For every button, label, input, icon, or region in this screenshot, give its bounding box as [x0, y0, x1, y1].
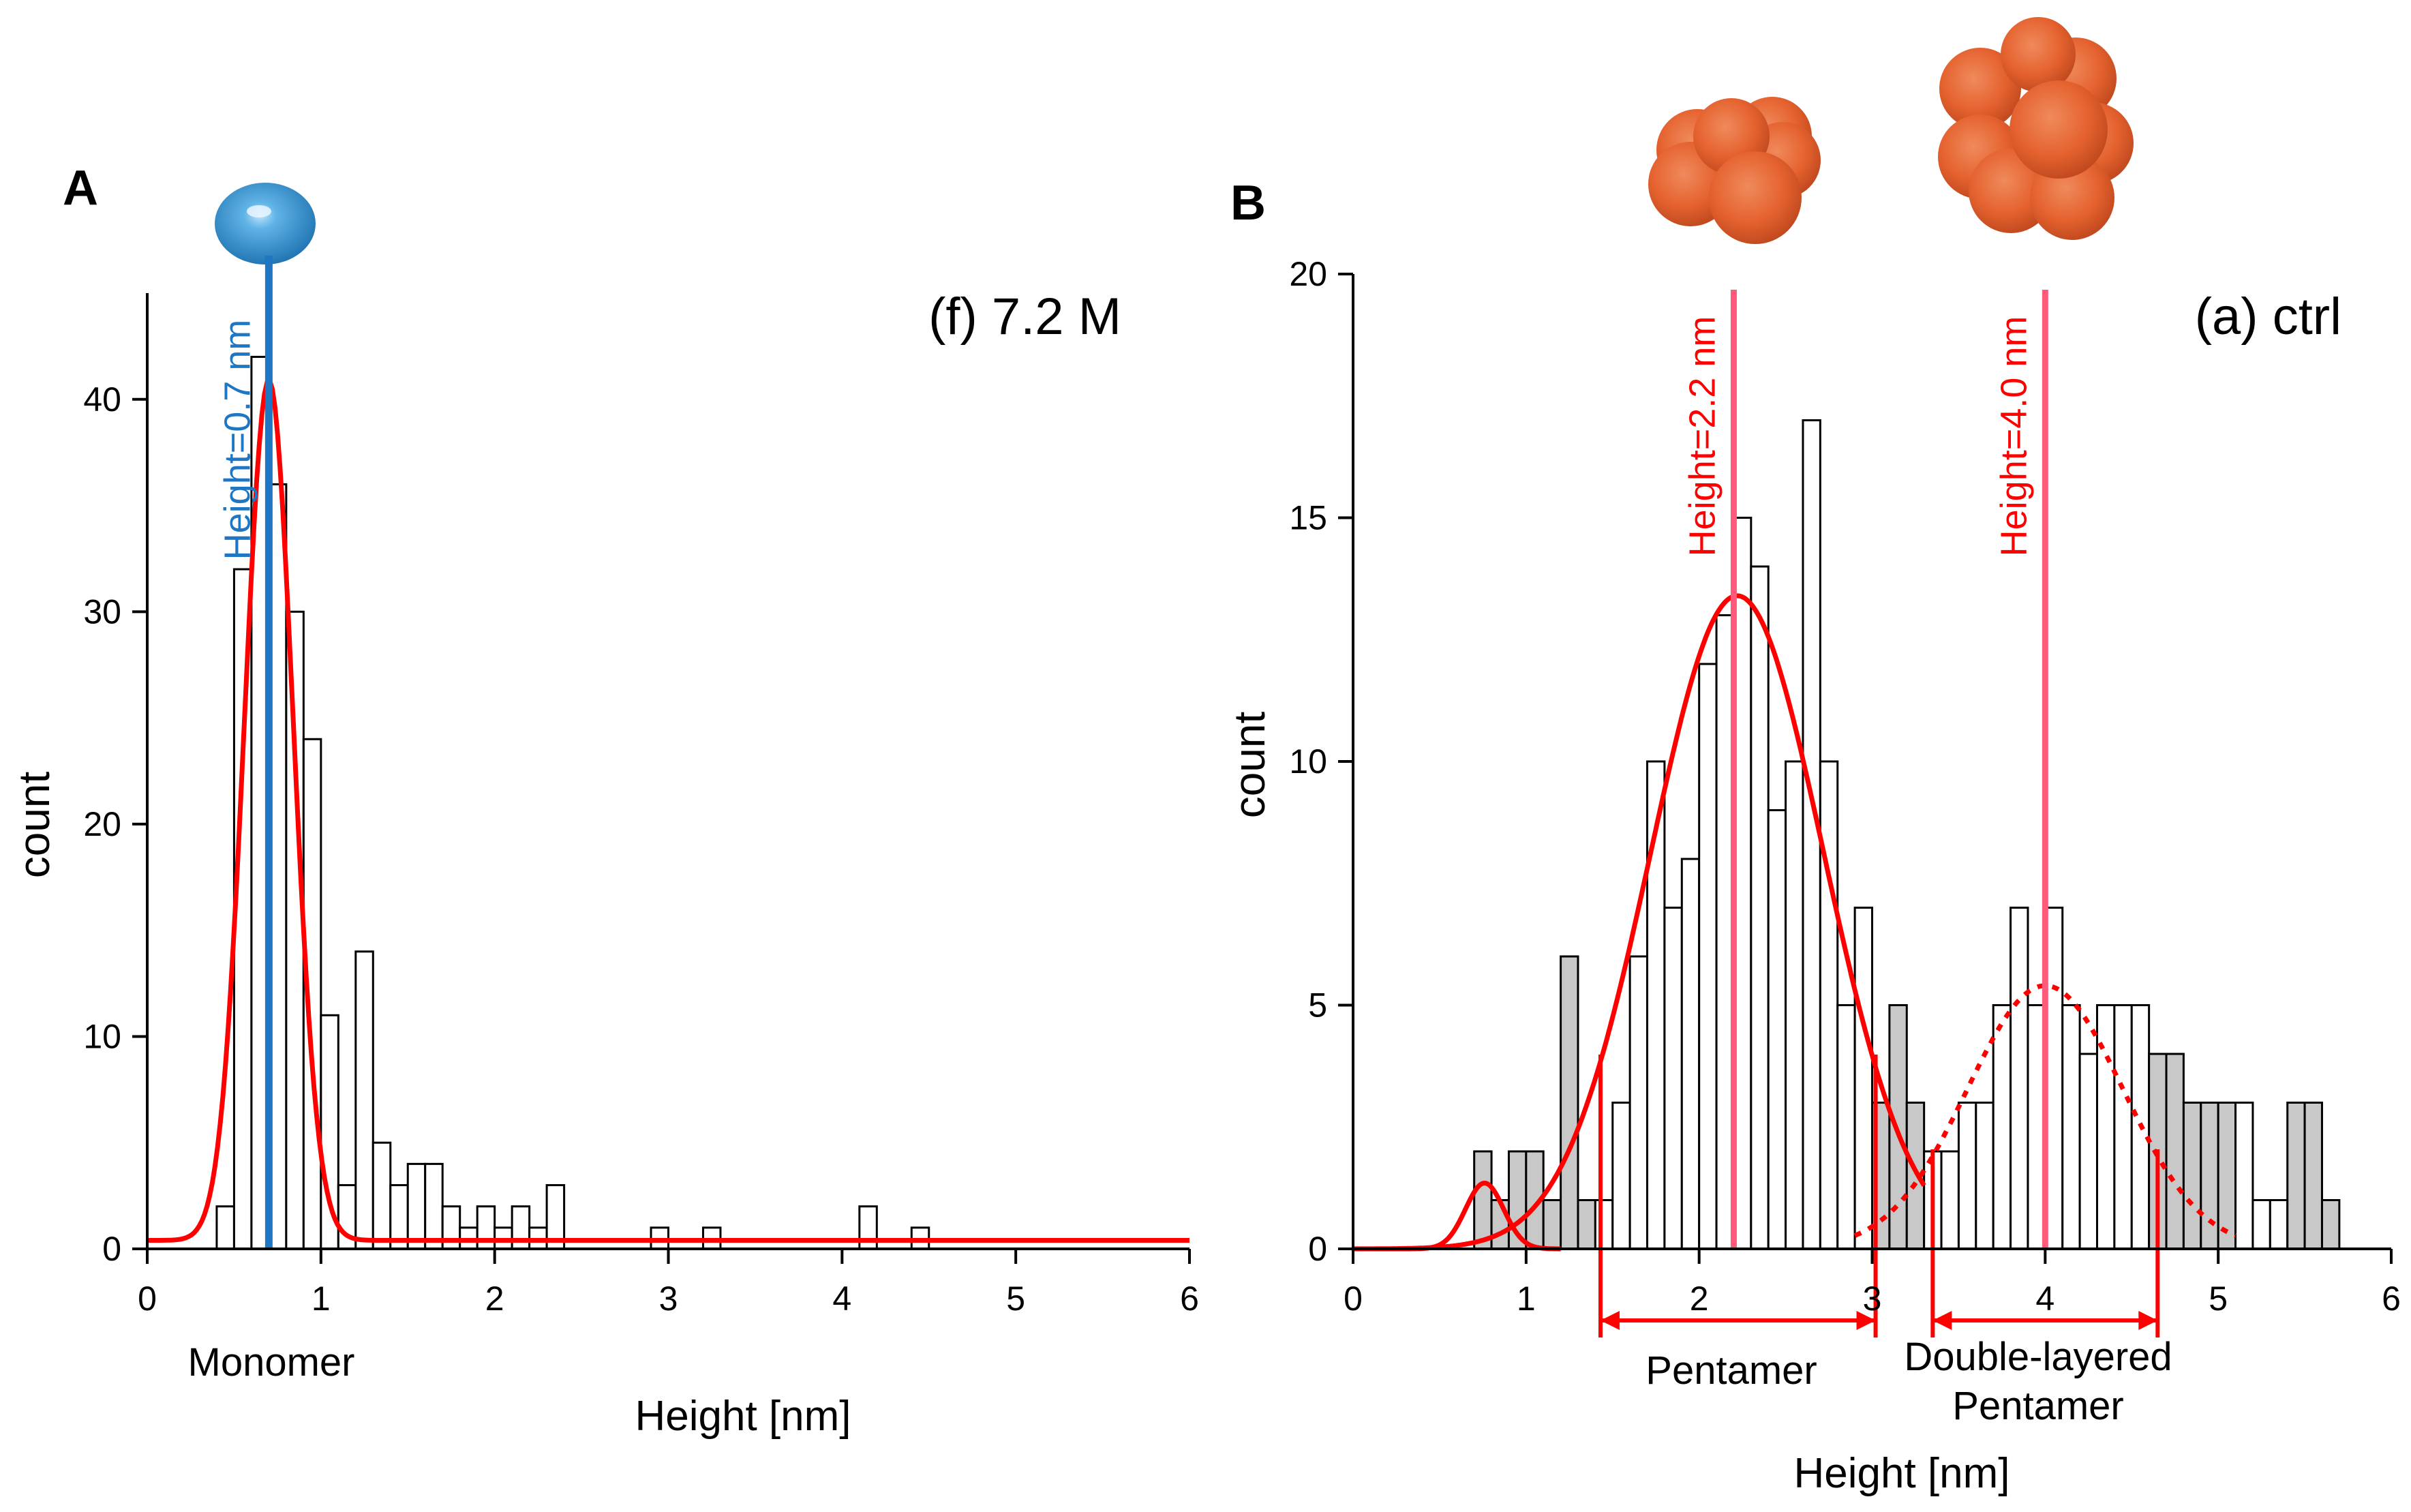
histogram-bar [2217, 1102, 2237, 1250]
histogram-bar [1957, 1102, 1977, 1250]
panel-a-subtitle: (f) 7.2 M [928, 288, 1121, 346]
histogram-bar [1767, 809, 1787, 1250]
histogram-bar [1542, 1199, 1562, 1250]
histogram-bar [1853, 907, 1874, 1250]
x-tick-label: 1 [312, 1280, 331, 1318]
histogram-a: Height=0.7 nm 0 1 2 3 4 5 6 0 10 20 30 40 [83, 256, 1199, 1318]
x-tick-label: 2 [1690, 1280, 1709, 1318]
histogram-bar [354, 950, 374, 1250]
histogram-bar [1680, 858, 1701, 1250]
histogram-bar [1992, 1004, 2012, 1250]
peak-label: Height=4.0 nm [1993, 316, 2034, 557]
histogram-bar [2320, 1199, 2341, 1250]
double-layered-label: Double-layered [1904, 1335, 2172, 1379]
x-axis-label-b: Height [nm] [1793, 1450, 2010, 1497]
histogram-bar [1663, 907, 1683, 1250]
histogram-bar [2095, 1004, 2116, 1250]
pentamer-cluster-icon [1648, 97, 1821, 244]
range-arrowhead [2138, 1311, 2158, 1330]
gaussian-fit-line [1353, 593, 1926, 1252]
panel-b: B (a) ctrl Height=2.2 nm Height=4.0 nm 0 1 2… [1225, 17, 2401, 1497]
y-tick-label: 40 [83, 380, 121, 419]
peak-label: Height=2.2 nm [1682, 316, 1723, 557]
y-tick-label: 0 [1308, 1230, 1327, 1268]
histogram-bar [371, 1141, 392, 1250]
histogram-bar [1611, 1102, 1631, 1250]
y-tick-label: 5 [1308, 986, 1327, 1025]
panel-b-letter: B [1230, 176, 1266, 230]
x-tick-label: 4 [832, 1280, 851, 1318]
histogram-bar [1750, 565, 1770, 1250]
gaussian-fit-line [1853, 983, 2236, 1238]
histogram-bar [1628, 955, 1649, 1250]
y-axis-label-a: count [10, 772, 59, 879]
y-tick-label: 20 [83, 805, 121, 843]
x-tick-label: 6 [1180, 1280, 1199, 1318]
histogram-bar [2286, 1102, 2306, 1250]
y-tick-label: 0 [102, 1230, 121, 1268]
histogram-bar [1785, 760, 1804, 1250]
range-arrowhead [1932, 1311, 1952, 1330]
x-tick-label: 3 [659, 1280, 678, 1318]
x-tick-label: 4 [2035, 1280, 2054, 1318]
x-tick-label: 3 [1863, 1280, 1882, 1318]
double-layered-pentamer-label: Pentamer [1952, 1384, 2123, 1428]
histogram-bar [406, 1162, 427, 1250]
histogram-b: Height=2.2 nm Height=4.0 nm 0 1 2 3 4 5 6 0 5 10 15 2… [1289, 255, 2401, 1337]
histogram-bar [1836, 1004, 1856, 1250]
histogram-bar [1560, 955, 1579, 1250]
x-tick-label: 1 [1517, 1280, 1536, 1318]
histogram-bar [2200, 1102, 2219, 1250]
x-tick-label: 2 [485, 1280, 504, 1318]
histogram-bar [2010, 907, 2029, 1250]
y-tick-label: 30 [83, 592, 121, 631]
histogram-bar [1577, 1199, 1596, 1250]
histogram-bar [2234, 1102, 2254, 1250]
histogram-bar [1490, 1199, 1510, 1250]
panel-a: A (f) 7.2 M Height=0.7 nm 0 1 2 3 4 5 6 0 10 20 30 4… [10, 161, 1199, 1440]
histogram-bar [2251, 1199, 2271, 1250]
double-layered-pentamer-cluster-icon [1938, 17, 2134, 240]
histogram-bar [2182, 1102, 2202, 1250]
x-tick-label: 0 [1344, 1280, 1363, 1318]
histogram-bar [1975, 1102, 1995, 1250]
histogram-bar [2165, 1053, 2185, 1250]
x-tick-label: 0 [138, 1280, 157, 1318]
histogram-bar [215, 1205, 235, 1250]
y-tick-label: 15 [1289, 499, 1327, 537]
gaussian-fit-line [147, 377, 1189, 1243]
x-tick-label: 6 [2382, 1280, 2401, 1318]
y-tick-label: 20 [1289, 255, 1327, 293]
range-arrowhead [1600, 1311, 1620, 1330]
histogram-bar [2061, 1004, 2081, 1250]
peak-label: Height=0.7 nm [217, 320, 258, 560]
histogram-bar [1698, 663, 1718, 1250]
histogram-bar [424, 1162, 444, 1250]
histogram-bar [2303, 1102, 2323, 1250]
histogram-bar [1594, 1199, 1614, 1250]
histogram-bar [1819, 760, 1839, 1250]
histogram-bar [1646, 760, 1666, 1250]
histogram-bar [2113, 1004, 2133, 1250]
y-tick-label: 10 [1289, 742, 1327, 781]
monomer-sphere-icon [215, 183, 316, 264]
x-axis-label-a: Height [nm] [635, 1393, 851, 1440]
x-tick-label: 5 [2209, 1280, 2228, 1318]
y-tick-label: 10 [83, 1017, 121, 1055]
range-arrowhead [1856, 1311, 1876, 1330]
x-tick-label: 5 [1006, 1280, 1025, 1318]
pentamer-label: Pentamer [1646, 1348, 1817, 1393]
monomer-label: Monomer [188, 1340, 355, 1385]
histogram-bar [2078, 1053, 2098, 1250]
panel-a-letter: A [63, 161, 98, 215]
histogram-bar [1473, 1150, 1493, 1250]
histogram-bar [1940, 1150, 1960, 1250]
panel-b-subtitle: (a) ctrl [2195, 288, 2341, 346]
histogram-bar [2269, 1199, 2289, 1250]
histogram-bar [320, 1014, 339, 1250]
y-axis-label-b: count [1225, 712, 1274, 819]
